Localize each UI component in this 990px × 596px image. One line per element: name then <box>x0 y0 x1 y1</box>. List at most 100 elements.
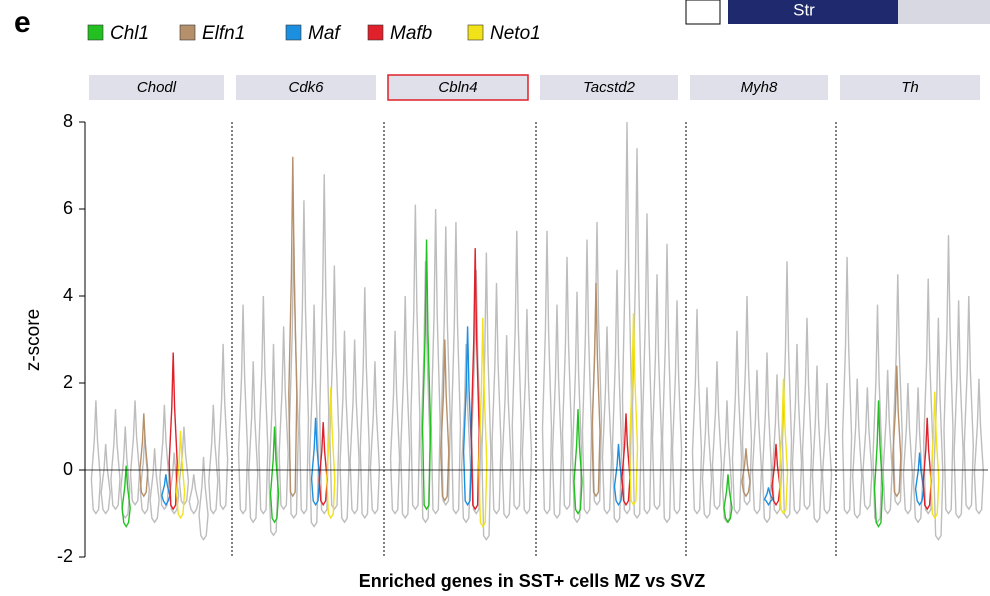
inset-frame <box>685 0 721 25</box>
legend-swatch <box>367 24 384 41</box>
violin <box>771 374 783 515</box>
y-tick-label: 6 <box>63 198 73 218</box>
violin <box>963 295 974 511</box>
violin <box>591 282 601 498</box>
y-tick-label: 2 <box>63 372 73 392</box>
violin <box>541 230 553 515</box>
violin <box>90 400 102 515</box>
violin <box>318 422 328 507</box>
violin <box>491 282 502 515</box>
violin <box>551 304 563 520</box>
legend-label: Mafb <box>390 23 432 44</box>
violin <box>862 387 873 511</box>
violin <box>973 378 985 515</box>
violin <box>470 248 480 511</box>
violin <box>781 261 793 520</box>
y-axis-label: z-score <box>23 309 44 371</box>
violin <box>882 369 893 515</box>
violin <box>450 222 462 515</box>
panel-label-box <box>840 75 980 100</box>
violin <box>611 269 623 524</box>
inset-image-light <box>898 0 990 24</box>
violin <box>621 121 633 515</box>
violin <box>771 443 781 507</box>
violin <box>763 487 774 507</box>
panel-label-box <box>540 75 678 100</box>
panel-label-box <box>690 75 828 100</box>
violin <box>581 239 593 515</box>
inset-label: Str <box>793 0 815 19</box>
violin <box>731 330 743 515</box>
violin <box>217 343 229 511</box>
violin <box>511 230 522 511</box>
violin <box>953 300 964 520</box>
panel-label: Cbln4 <box>438 79 477 96</box>
violin <box>410 204 421 511</box>
violin <box>329 265 340 511</box>
y-tick-label: 0 <box>63 459 73 479</box>
violin <box>621 413 631 507</box>
violin <box>892 274 903 507</box>
violin <box>248 361 259 524</box>
violin <box>761 352 773 524</box>
violin <box>641 213 653 515</box>
violin <box>139 413 149 498</box>
violin <box>159 404 170 511</box>
violin <box>168 352 178 511</box>
panel-label: Tacstd2 <box>583 79 636 96</box>
violin <box>671 300 683 515</box>
legend-swatch <box>467 24 484 41</box>
violin <box>308 304 320 528</box>
panel-label: Cdk6 <box>288 79 324 96</box>
violin <box>661 243 673 524</box>
violin <box>721 400 733 524</box>
panel-label-box <box>89 75 224 100</box>
violin <box>873 400 884 528</box>
violin <box>420 261 431 524</box>
violin <box>723 474 733 524</box>
violin <box>129 400 141 507</box>
violin <box>369 361 381 515</box>
violin <box>278 326 289 511</box>
legend-label: Elfn1 <box>202 23 245 44</box>
violin <box>923 278 934 515</box>
violin <box>711 361 723 511</box>
violin <box>741 295 753 507</box>
violin <box>701 387 713 520</box>
violin <box>841 256 853 515</box>
violin <box>751 369 763 515</box>
violin <box>100 443 111 515</box>
violin <box>912 387 924 524</box>
violin <box>359 287 370 520</box>
violin <box>573 409 583 515</box>
violin <box>892 365 902 498</box>
y-tick-label: 4 <box>63 285 73 305</box>
violin <box>208 404 219 515</box>
violin <box>930 391 940 520</box>
violin <box>943 235 954 515</box>
legend-label: Maf <box>308 23 341 44</box>
violin <box>601 326 613 515</box>
panel-label: Myh8 <box>741 79 778 96</box>
violin <box>651 274 663 511</box>
violin <box>460 343 472 524</box>
legend-label: Neto1 <box>490 23 541 44</box>
violin <box>400 295 411 520</box>
violin <box>161 474 171 507</box>
violin <box>922 417 932 511</box>
violin <box>613 443 624 507</box>
violin <box>149 448 160 524</box>
violin <box>237 304 249 515</box>
violin <box>933 317 944 541</box>
violin <box>421 239 432 511</box>
panel-letter: e <box>14 6 31 39</box>
legend-swatch <box>87 24 104 41</box>
violin <box>110 409 121 511</box>
violin <box>462 326 473 507</box>
violin <box>440 339 450 502</box>
legend-swatch <box>179 24 196 41</box>
violin <box>188 474 199 515</box>
panel-label: Chodl <box>137 79 177 96</box>
violin <box>821 382 833 515</box>
